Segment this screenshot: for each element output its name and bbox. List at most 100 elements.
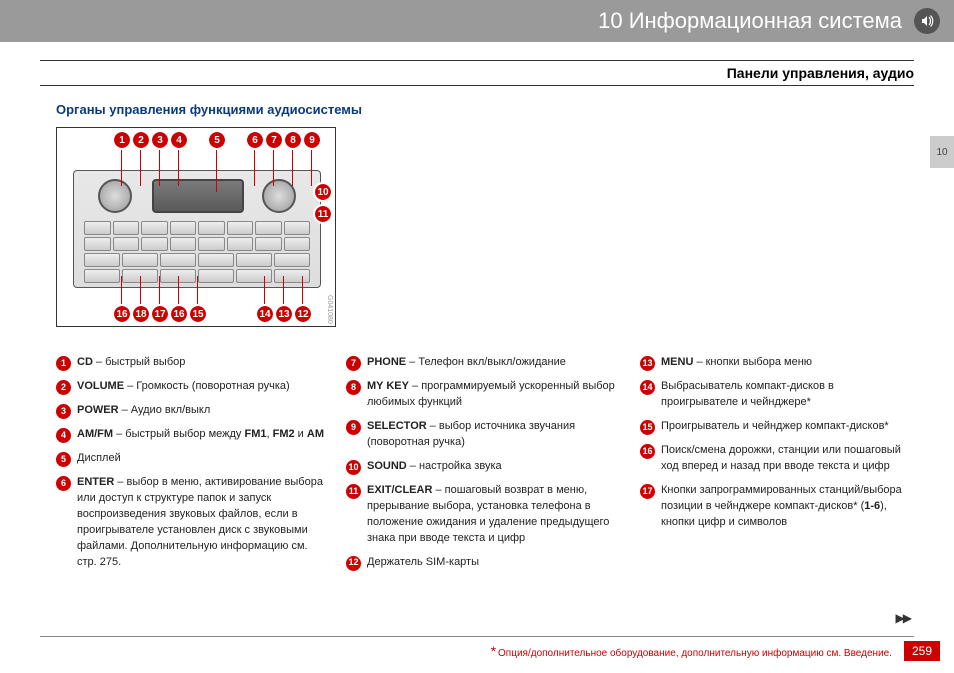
legend-col-1: 1 CD – быстрый выбор 2 VOLUME – Громкость (… (56, 355, 326, 579)
callout-badge: 11 (315, 206, 331, 222)
legend-text: Выбрасыватель компакт-дисков в проигрыва… (661, 379, 914, 411)
callout-badge: 8 (285, 132, 301, 148)
legend-text: MY KEY – программируемый ускоренный выбо… (367, 379, 620, 411)
section-title: Органы управления функциями аудиосистемы (56, 102, 954, 117)
legend-text: Проигрыватель и чейнджер компакт-дисков* (661, 419, 914, 435)
legend-item: 5Дисплей (56, 451, 326, 467)
legend-item: 13 MENU – кнопки выбора меню (640, 355, 914, 371)
leader-line (254, 146, 255, 186)
legend-item: 4 AM/FM – быстрый выбор между FM1, FM2 и … (56, 427, 326, 443)
section-subheader: Панели управления, аудио (40, 60, 914, 86)
legend-item: 9 SELECTOR – выбор источника звучания (по… (346, 419, 620, 451)
number-badge: 11 (346, 484, 361, 499)
legend-item: 6 ENTER – выбор в меню, активирование выб… (56, 475, 326, 571)
asterisk-icon: * (491, 643, 496, 659)
photo-credit: G041080 (326, 295, 333, 324)
leader-line (311, 146, 312, 186)
number-badge: 1 (56, 356, 71, 371)
number-badge: 9 (346, 420, 361, 435)
callout-badge: 16 (114, 306, 130, 322)
callout-badge: 7 (266, 132, 282, 148)
callout-badge: 12 (295, 306, 311, 322)
number-badge: 6 (56, 476, 71, 491)
number-badge: 10 (346, 460, 361, 475)
leader-line (197, 276, 198, 306)
leader-line (159, 146, 160, 186)
callout-badge: 2 (133, 132, 149, 148)
leader-line (302, 276, 303, 306)
legend-text: EXIT/CLEAR – пошаговый возврат в меню, п… (367, 483, 620, 547)
legend-text: ENTER – выбор в меню, активирование выбо… (77, 475, 326, 571)
page-footer: *Опция/дополнительное оборудование, допо… (0, 641, 954, 661)
footer-rule (40, 636, 914, 637)
legend-text: SOUND – настройка звука (367, 459, 620, 475)
callout-badge: 15 (190, 306, 206, 322)
legend-text: AM/FM – быстрый выбор между FM1, FM2 и A… (77, 427, 326, 443)
volume-knob (98, 179, 132, 213)
legend-text: POWER – Аудио вкл/выкл (77, 403, 326, 419)
callout-badge: 9 (304, 132, 320, 148)
callout-badge: 6 (247, 132, 263, 148)
leader-line (121, 276, 122, 306)
legend-text: Поиск/смена дорожки, станции или пошагов… (661, 443, 914, 475)
legend-text: CD – быстрый выбор (77, 355, 326, 371)
callout-badge: 3 (152, 132, 168, 148)
legend-text: VOLUME – Громкость (поворотная ручка) (77, 379, 326, 395)
leader-line (121, 146, 122, 186)
legend-text: SELECTOR – выбор источника звучания (пов… (367, 419, 620, 451)
number-badge: 8 (346, 380, 361, 395)
radio-display (152, 179, 244, 213)
number-badge: 12 (346, 556, 361, 571)
callout-badge: 13 (276, 306, 292, 322)
chapter-title: 10 Информационная система (598, 8, 902, 34)
legend-col-2: 7PHONE – Телефон вкл/выкл/ожидание 8 MY KE… (346, 355, 620, 579)
legend-item: 1 CD – быстрый выбор (56, 355, 326, 371)
leader-line (178, 146, 179, 186)
callout-badge: 5 (209, 132, 225, 148)
number-badge: 4 (56, 428, 71, 443)
legend-item: 8 MY KEY – программируемый ускоренный выб… (346, 379, 620, 411)
leader-line (140, 276, 141, 306)
callout-badge: 14 (257, 306, 273, 322)
leader-line (140, 146, 141, 186)
radio-unit (73, 170, 321, 288)
chapter-tab: 10 (930, 136, 954, 168)
number-badge: 15 (640, 420, 655, 435)
callout-badge: 1 (114, 132, 130, 148)
leader-line (273, 146, 274, 186)
legend-text: Держатель SIM-карты (367, 555, 620, 571)
selector-knob (262, 179, 296, 213)
number-badge: 3 (56, 404, 71, 419)
number-badge: 16 (640, 444, 655, 459)
legend-text: MENU – кнопки выбора меню (661, 355, 914, 371)
legend-item: 3 POWER – Аудио вкл/выкл (56, 403, 326, 419)
footnote: *Опция/дополнительное оборудование, допо… (491, 643, 892, 659)
legend-text: Кнопки запрограммированных станций/выбор… (661, 483, 914, 531)
legend-text: Дисплей (77, 451, 326, 467)
legend-item: 17 Кнопки запрограммированных станций/выб… (640, 483, 914, 531)
legend-item: 14 Выбрасыватель компакт-дисков в проигры… (640, 379, 914, 411)
callout-badge: 10 (315, 184, 331, 200)
leader-line (283, 276, 284, 306)
legend-item: 7PHONE – Телефон вкл/выкл/ожидание (346, 355, 620, 371)
legend-item: 12 Держатель SIM-карты (346, 555, 620, 571)
speaker-icon (914, 8, 940, 34)
number-badge: 14 (640, 380, 655, 395)
callout-badge: 17 (152, 306, 168, 322)
callout-badge: 18 (133, 306, 149, 322)
leader-line (216, 146, 217, 192)
subheader-text: Панели управления, аудио (727, 65, 914, 81)
legend-item: 16 Поиск/смена дорожки, станции или пошаг… (640, 443, 914, 475)
callout-badge: 16 (171, 306, 187, 322)
leader-line (292, 146, 293, 186)
number-badge: 2 (56, 380, 71, 395)
legend-item: 2 VOLUME – Громкость (поворотная ручка) (56, 379, 326, 395)
number-badge: 17 (640, 484, 655, 499)
continue-arrows: ▶▶ (896, 611, 910, 625)
callout-badge: 4 (171, 132, 187, 148)
legend-item: 10 SOUND – настройка звука (346, 459, 620, 475)
number-badge: 13 (640, 356, 655, 371)
page-number: 259 (904, 641, 940, 661)
legend-text: PHONE – Телефон вкл/выкл/ожидание (367, 355, 620, 371)
legend-item: 15 Проигрыватель и чейнджер компакт-диско… (640, 419, 914, 435)
